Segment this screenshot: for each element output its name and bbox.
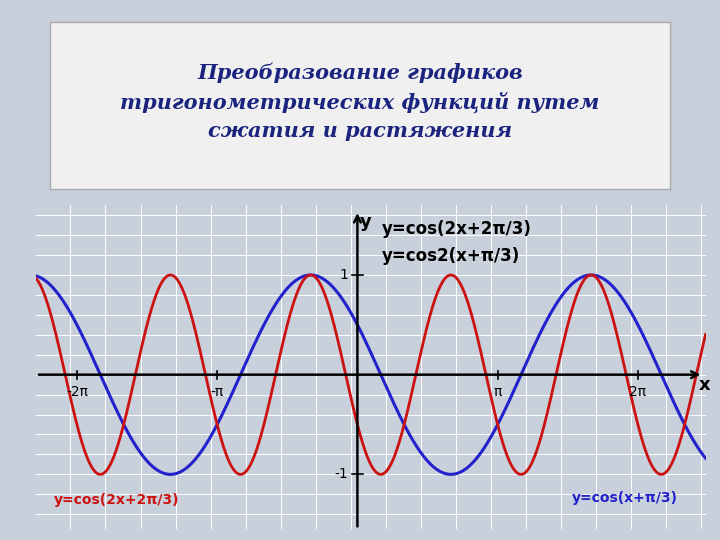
- Text: 2π: 2π: [629, 384, 647, 399]
- Text: Преобразование графиков
тригонометрических функций путем
сжатия и растяжения: Преобразование графиков тригонометрическ…: [120, 63, 600, 141]
- Text: y: y: [359, 213, 372, 231]
- Text: π: π: [493, 384, 502, 399]
- Text: -1: -1: [335, 467, 348, 481]
- Text: y=cos(x+π/3): y=cos(x+π/3): [572, 491, 678, 505]
- Text: -π: -π: [210, 384, 224, 399]
- Text: -2π: -2π: [66, 384, 88, 399]
- Text: y=cos(2x+2π/3): y=cos(2x+2π/3): [382, 220, 532, 238]
- Text: y=cos(2x+2π/3): y=cos(2x+2π/3): [54, 493, 179, 507]
- Text: y=cos2(x+π/3): y=cos2(x+π/3): [382, 247, 521, 265]
- Text: 1: 1: [340, 268, 348, 282]
- Text: x: x: [699, 376, 711, 394]
